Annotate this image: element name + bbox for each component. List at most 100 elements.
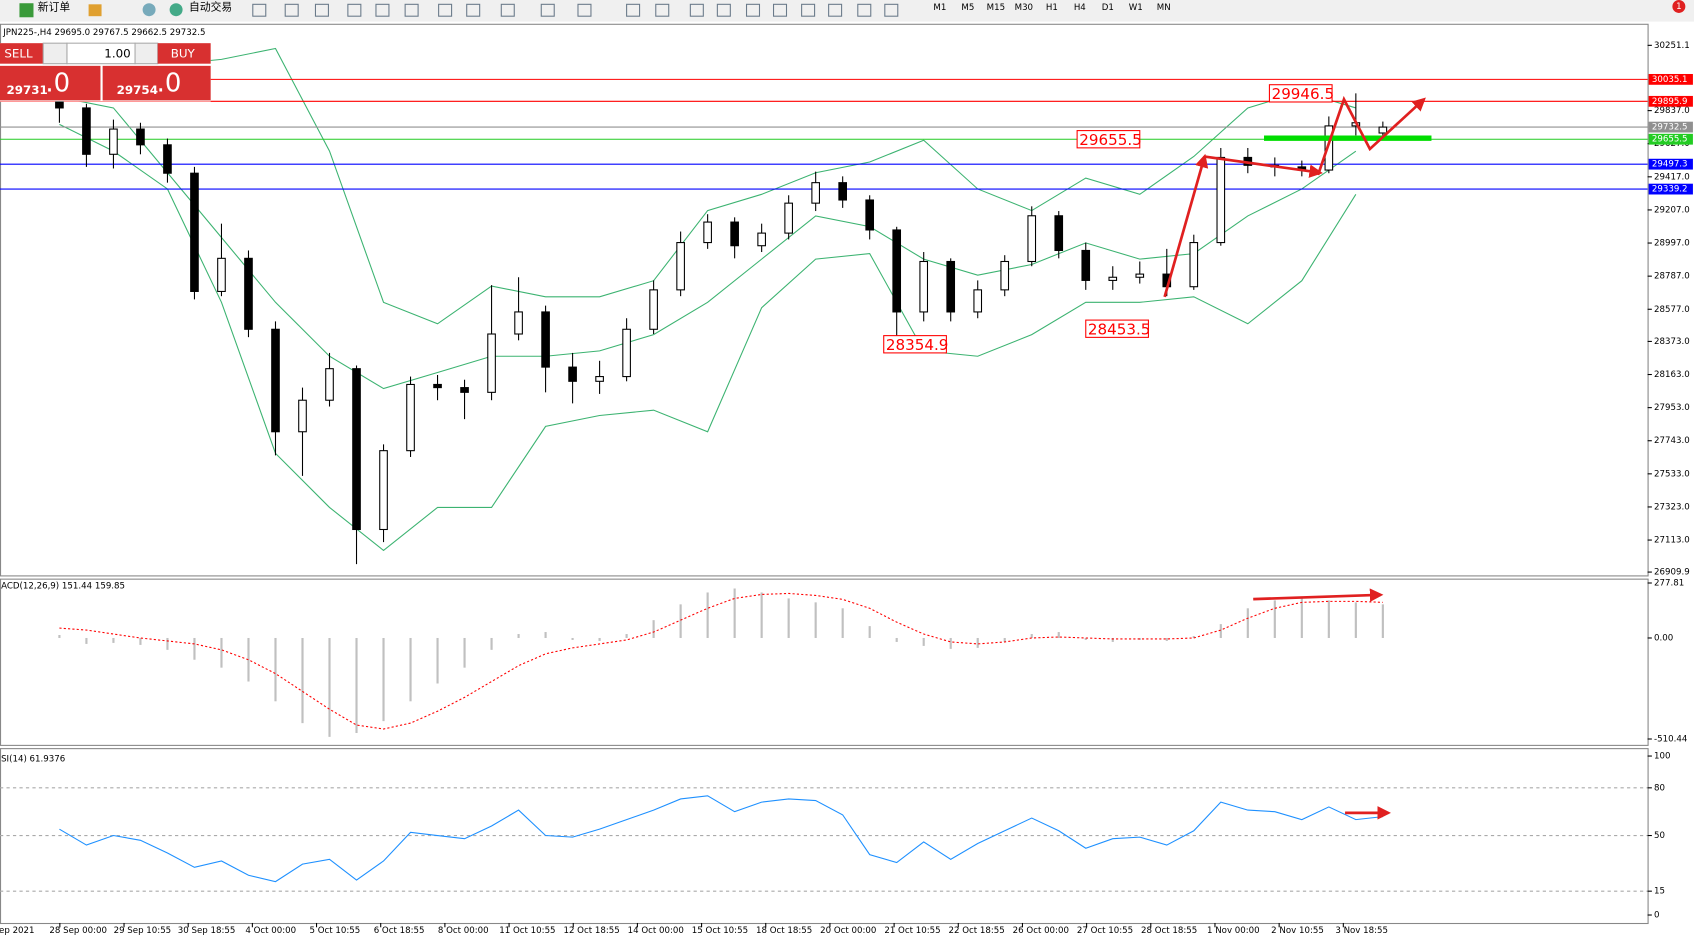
period-button[interactable]: M15 (987, 3, 1005, 13)
tool-icon[interactable] (745, 3, 761, 17)
y-tick-label: 50 (1654, 831, 1665, 841)
tool-icon[interactable] (500, 3, 515, 17)
indicator-title: ACD(12,26,9) 151.44 159.85 (1, 582, 125, 592)
x-tick-label: 21 Oct 10:55 (884, 926, 940, 936)
tool-icon[interactable] (314, 3, 329, 17)
tool-icon[interactable] (466, 3, 481, 17)
period-button[interactable]: MN (1157, 3, 1171, 13)
x-tick-label: 6 Oct 18:55 (374, 926, 425, 936)
buy-price: 29754 (117, 83, 158, 97)
x-tick-label: 20 Oct 00:00 (820, 926, 876, 936)
candle-body (946, 260, 956, 313)
tool-icon[interactable] (284, 3, 299, 17)
bollinger-middle (59, 96, 1357, 390)
price-level-label: 29895.9 (1652, 97, 1688, 107)
x-tick-label: 5 Oct 10:55 (310, 926, 361, 936)
tool-icon[interactable] (828, 3, 843, 17)
x-tick-label: Sep 2021 (0, 926, 35, 936)
tool-icon[interactable] (540, 3, 555, 17)
new-order[interactable]: 新订单 (38, 1, 71, 14)
volume-down[interactable] (42, 42, 68, 65)
y-tick-label: 30251.1 (1654, 41, 1690, 51)
candle-body (433, 383, 442, 389)
period-button[interactable]: H4 (1074, 3, 1086, 13)
tool-icon[interactable] (577, 3, 592, 17)
tool-icon[interactable] (438, 3, 453, 17)
x-tick-label: 28 Sep 00:00 (49, 926, 107, 936)
candle-body (163, 144, 172, 174)
tool-icon[interactable] (404, 3, 419, 17)
candle-body (190, 172, 199, 292)
price-level-label: 30035.1 (1652, 75, 1688, 85)
period-button[interactable]: M30 (1015, 3, 1033, 13)
volume: 1.00 (104, 46, 130, 60)
price-level-tag (1648, 183, 1693, 195)
candle-body (838, 182, 847, 201)
tool-icon[interactable] (772, 3, 788, 17)
candle-body (217, 257, 226, 292)
candle-body (1000, 260, 1010, 291)
y-tick-label: 80 (1654, 783, 1665, 793)
tool-icon[interactable] (252, 3, 267, 17)
candle-body (757, 232, 766, 247)
price-level-tag (1648, 158, 1693, 170)
x-tick-label: 18 Oct 18:55 (756, 926, 812, 936)
price-annotation: 29946.5 (1272, 85, 1335, 103)
candle-body (109, 128, 118, 155)
y-tick-label: 29207.0 (1654, 205, 1690, 215)
macd-signal (59, 592, 1383, 730)
price-level-label: 29655.5 (1652, 135, 1688, 145)
tool-icon[interactable] (626, 3, 641, 17)
y-tick-label: 0 (1654, 911, 1660, 921)
y-tick-label: 15 (1654, 887, 1665, 897)
price-annotation-box (1268, 84, 1333, 103)
notification-badge[interactable] (1672, 0, 1686, 13)
icon[interactable] (142, 3, 156, 17)
candle-body (1189, 242, 1199, 288)
tool-icon[interactable] (884, 3, 899, 17)
y-tick-label: 27953.0 (1654, 403, 1690, 413)
y-tick-label: 29837.0 (1654, 106, 1690, 116)
tool-icon[interactable] (689, 3, 704, 17)
candle-body (514, 311, 523, 335)
tool-icon[interactable] (347, 3, 362, 17)
x-tick-label: 8 Oct 00:00 (438, 926, 489, 936)
sell-price-box[interactable] (0, 65, 101, 101)
period-button[interactable]: M1 (933, 3, 946, 13)
buy-price-box[interactable] (102, 65, 211, 101)
new-order-icon[interactable] (19, 3, 34, 18)
tool-icon[interactable] (375, 3, 390, 17)
period-button[interactable]: H1 (1046, 3, 1058, 13)
candle-body (541, 311, 550, 368)
y-tick-label: 28163.0 (1654, 370, 1690, 380)
icon[interactable] (88, 4, 102, 17)
sell-button[interactable] (0, 43, 44, 64)
tool-icon[interactable] (857, 3, 872, 17)
period-button[interactable]: M5 (961, 3, 974, 13)
tool-icon[interactable] (655, 3, 670, 17)
price-annotation: 29655.5 (1079, 131, 1142, 149)
buy-button[interactable] (157, 43, 211, 64)
period-button[interactable]: W1 (1129, 3, 1143, 13)
candle-body (487, 333, 496, 393)
period-button[interactable]: D1 (1102, 3, 1114, 13)
candle-body (352, 368, 361, 531)
buy-price-frac: .0 (157, 69, 182, 99)
candle-body (919, 260, 929, 313)
candle-body (82, 107, 91, 155)
auto-trade[interactable]: 自动交易 (189, 1, 232, 14)
y-tick-label: 27113.0 (1654, 536, 1690, 546)
tool-icon[interactable] (801, 3, 816, 17)
candle-body (460, 387, 469, 393)
x-tick-label: 1 Nov 00:00 (1207, 926, 1260, 936)
candle-body (244, 257, 253, 330)
y-tick-label: 28997.0 (1654, 239, 1690, 249)
price-level-label: 29497.3 (1652, 160, 1688, 170)
tool-icon[interactable] (716, 3, 731, 17)
sell-price-frac: .0 (45, 69, 70, 99)
auto-trade-icon[interactable] (169, 3, 183, 17)
candle-body (1081, 249, 1091, 281)
price-annotation: 28354.9 (886, 336, 949, 354)
price-level-tag (1648, 73, 1693, 85)
volume-up[interactable] (134, 42, 159, 65)
